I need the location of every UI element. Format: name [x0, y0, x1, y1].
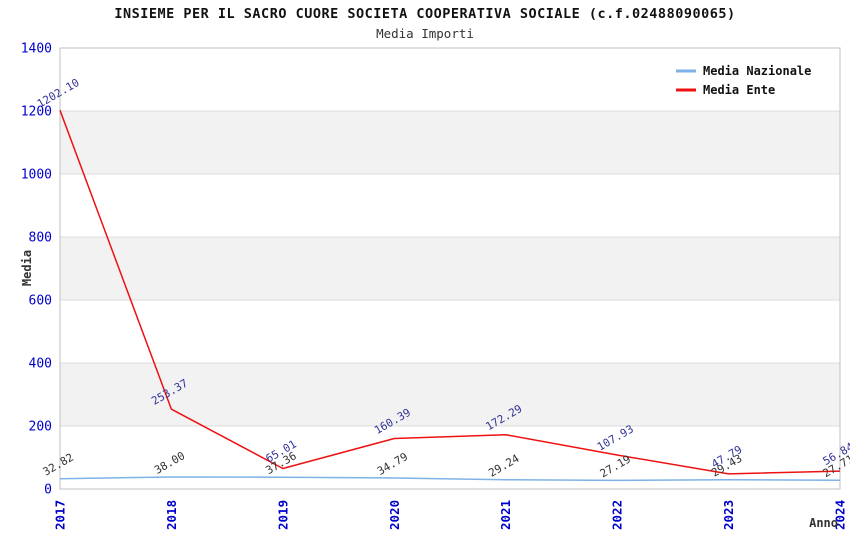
x-axis-title: Anno [809, 516, 838, 530]
series-line-media-ente [59, 110, 841, 475]
y-tick-label: 200 [29, 420, 52, 435]
x-tick-label: 2023 [721, 500, 736, 530]
x-tick-label: 2021 [498, 500, 513, 530]
chart-subtitle: Media Importi [376, 26, 474, 41]
y-tick-label: 0 [44, 483, 52, 498]
x-tick-label: 2022 [610, 500, 625, 530]
point-label: 38.00 [152, 449, 187, 477]
axis-tick-labels: 0 200 400 600 800 1000 1200 1400 2017 2018 2019 202… [21, 42, 848, 531]
x-tick-label: 2019 [275, 500, 290, 530]
point-label: 29.24 [486, 452, 522, 480]
x-tick-label: 2017 [53, 500, 68, 530]
y-axis-title: Media [20, 250, 34, 286]
x-tick-label: 2024 [833, 500, 848, 530]
point-label: 32.82 [41, 451, 76, 479]
plot-band [60, 237, 840, 300]
plot-border [59, 47, 841, 490]
plot-bands [60, 111, 840, 426]
series-line-media-nazionale [59, 476, 841, 482]
y-tick-label: 600 [29, 294, 52, 309]
plot-band [60, 363, 840, 426]
point-label: 34.79 [375, 450, 410, 478]
chart-title: INSIEME PER IL SACRO CUORE SOCIETA COOPE… [114, 6, 735, 22]
point-label: 107.93 [595, 422, 636, 453]
plot-frame [59, 47, 841, 490]
legend: Media Nazionale Media Ente [676, 64, 811, 97]
x-tick-label: 2020 [387, 500, 402, 530]
legend-label-media-ente: Media Ente [703, 83, 775, 97]
series-lines [59, 110, 841, 482]
legend-label-media-nazionale: Media Nazionale [703, 64, 811, 78]
point-label: 27.19 [598, 452, 633, 480]
plot-band [60, 111, 840, 174]
y-tick-label: 1000 [21, 168, 52, 183]
y-tick-label: 800 [29, 231, 52, 246]
y-tick-label: 1200 [21, 105, 52, 120]
y-tick-label: 400 [29, 357, 52, 372]
y-tick-label: 1400 [21, 42, 52, 57]
plot-gridlines [60, 110, 840, 427]
legend-item-media-ente: Media Ente [676, 83, 775, 97]
legend-item-media-nazionale: Media Nazionale [676, 64, 811, 78]
x-tick-label: 2018 [164, 500, 179, 530]
